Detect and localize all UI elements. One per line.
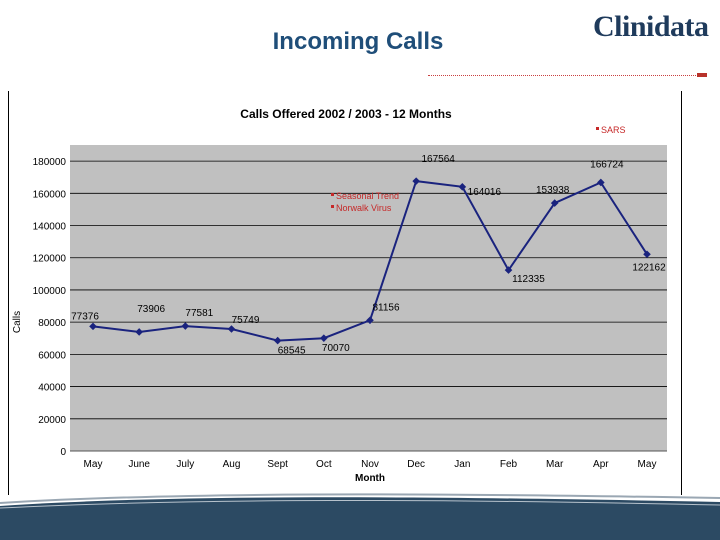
legend-marker-seasonal-trend — [331, 193, 334, 196]
sars-label: SARS — [601, 125, 626, 135]
data-label: 70070 — [322, 343, 350, 354]
data-point — [643, 250, 651, 259]
y-tick-label: 80000 — [38, 318, 66, 329]
footer-wave — [0, 493, 720, 540]
data-label: 166724 — [590, 159, 624, 170]
chart-frame — [8, 91, 682, 495]
x-tick-label: Dec — [407, 459, 425, 470]
x-tick-label: July — [176, 459, 194, 470]
legend-marker-norwalk-virus — [331, 205, 334, 208]
sars-marker — [596, 127, 599, 130]
x-tick-label: Aug — [223, 459, 241, 470]
data-label: 153938 — [536, 185, 570, 196]
y-tick-label: 20000 — [38, 415, 66, 426]
data-point — [504, 266, 513, 274]
data-point — [181, 322, 190, 330]
data-label: 164016 — [468, 187, 502, 198]
chart-title: Calls Offered 2002 / 2003 - 12 Months — [240, 107, 452, 121]
y-tick-label: 60000 — [38, 350, 66, 361]
data-label: 122162 — [632, 262, 666, 273]
x-tick-label: Sept — [267, 459, 288, 470]
data-label: 167564 — [421, 154, 455, 165]
data-point — [89, 322, 97, 331]
data-point — [412, 177, 420, 185]
y-tick-label: 100000 — [33, 286, 67, 297]
data-point — [458, 183, 467, 191]
data-label: 77376 — [71, 311, 99, 322]
data-label: 81156 — [372, 302, 400, 313]
data-point — [227, 325, 236, 333]
data-point — [597, 178, 605, 187]
data-label: 77581 — [185, 308, 213, 319]
x-tick-label: Jan — [454, 459, 470, 470]
x-tick-label: Feb — [500, 459, 518, 470]
x-tick-label: Apr — [593, 459, 609, 470]
legend-label-seasonal-trend: Seasonal Trend — [336, 191, 399, 201]
y-tick-label: 160000 — [33, 189, 67, 200]
x-tick-label: May — [84, 459, 103, 470]
sars-annotation: SARS — [596, 125, 626, 135]
slide-title: Incoming Calls — [272, 28, 444, 55]
data-label: 68545 — [278, 346, 306, 357]
clinidata-logo: Clinidata — [593, 10, 709, 43]
x-tick-label: Oct — [316, 459, 332, 470]
data-label: 112335 — [512, 274, 545, 285]
x-tick-label: June — [128, 459, 150, 470]
y-axis-label: Calls — [12, 311, 23, 333]
x-tick-label: Nov — [361, 459, 379, 470]
legend-label-norwalk-virus: Norwalk Virus — [336, 203, 392, 213]
y-tick-label: 180000 — [33, 157, 67, 168]
data-label: 73906 — [137, 304, 165, 315]
x-tick-label: May — [638, 459, 657, 470]
data-point — [273, 336, 282, 345]
y-tick-label: 140000 — [33, 222, 67, 233]
y-tick-label: 120000 — [33, 254, 67, 265]
data-point — [550, 199, 559, 207]
y-tick-label: 0 — [60, 447, 66, 458]
header-divider — [428, 75, 696, 76]
plot-area — [70, 145, 667, 451]
x-axis-label: Month — [355, 473, 385, 484]
header-accent-mark — [697, 73, 707, 77]
legend: Seasonal Trend Norwalk Virus — [331, 191, 399, 213]
x-tick-label: Mar — [546, 459, 564, 470]
data-point — [135, 328, 143, 336]
data-label: 75749 — [232, 315, 260, 326]
data-point — [320, 334, 328, 342]
data-point — [366, 316, 374, 325]
y-tick-label: 40000 — [38, 383, 66, 394]
